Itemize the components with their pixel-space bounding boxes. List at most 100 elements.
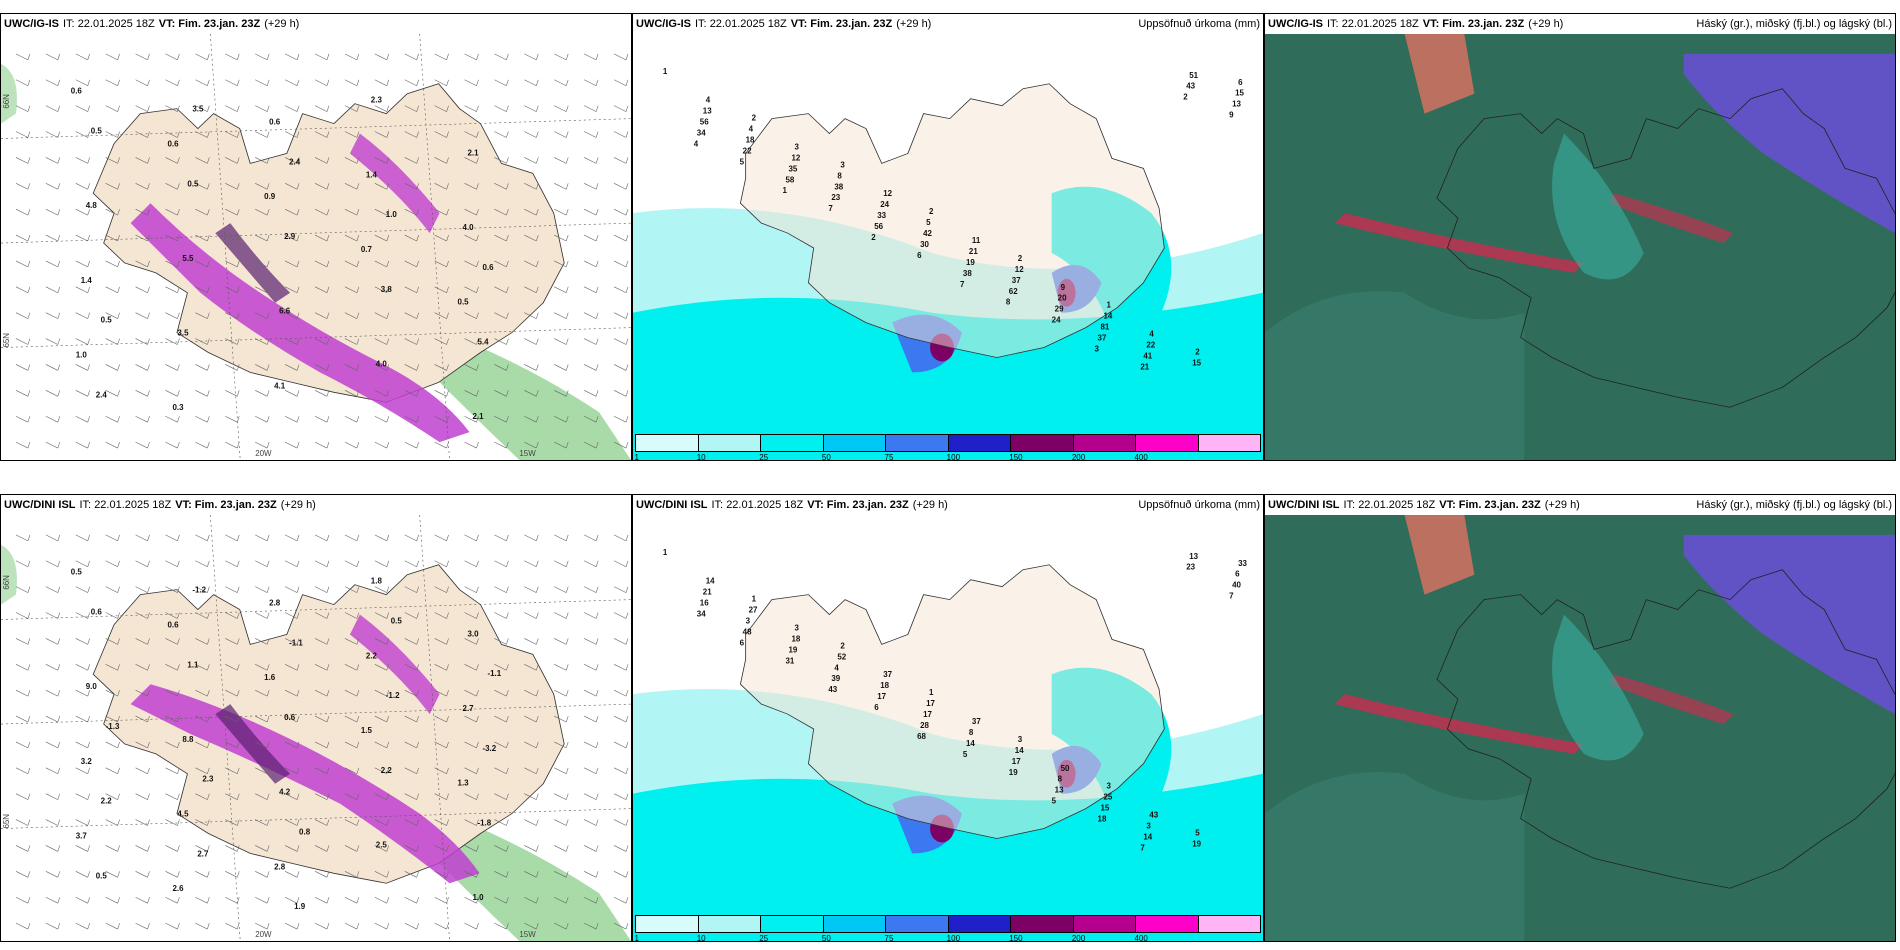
value-label: 0.5 — [391, 616, 403, 625]
precip-label: 29 — [1055, 305, 1064, 314]
value-label: -3.2 — [482, 744, 496, 753]
colorbar-segment — [823, 916, 886, 932]
precip-label: 2 — [840, 641, 845, 650]
precip-label: 28 — [920, 721, 929, 730]
precip-label: 34 — [697, 610, 706, 619]
panel-header: UWC/IG-IS IT: 22.01.2025 18Z VT: Fim. 23… — [633, 14, 1263, 34]
precip-label: 21 — [1140, 362, 1149, 371]
precip-label: 3 — [1146, 822, 1151, 831]
colorbar-segment — [823, 435, 886, 451]
map-area[interactable]: 1 2 3 2 2 1 2 4 3 12 11 9 4 6 4 8 5 12 14 15 13 12 24 21 20 22 15 1… — [633, 34, 1263, 460]
colorbar-tick: 1 — [634, 453, 640, 461]
precip-label: 3 — [794, 623, 799, 632]
precip-label: 43 — [828, 685, 837, 694]
colorbar-tick: 50 — [821, 453, 831, 461]
precip-label: 27 — [749, 606, 758, 615]
model-name: UWC/IG-IS — [636, 18, 691, 30]
precip-label: 6 — [740, 638, 745, 647]
map-svg — [1265, 34, 1895, 460]
precip-label: 3 — [840, 160, 845, 169]
colorbar-tick: 200 — [1071, 934, 1086, 942]
panel-header: UWC/DINI ISL IT: 22.01.2025 18Z VT: Fim.… — [1, 495, 631, 515]
map-area[interactable]: 0.6 0.6 0.9 0.7 0.5 1.0 0.3 0.6 1.4 4.0 1.4 3.5 4.1 2… — [1, 34, 631, 460]
value-label: 1.0 — [386, 210, 398, 219]
precip-label: 4 — [749, 125, 754, 134]
precip-label: 18 — [1098, 815, 1107, 824]
precip-label: 24 — [880, 200, 889, 209]
model-name: UWC/IG-IS — [4, 18, 59, 30]
precip-label: 33 — [1238, 559, 1247, 568]
value-label: 1.4 — [366, 170, 378, 179]
map-area[interactable] — [1265, 515, 1895, 941]
value-label: 0.5 — [187, 179, 199, 188]
precip-label: 19 — [789, 645, 798, 654]
value-label: 5.5 — [182, 254, 194, 263]
value-label: 4.0 — [463, 223, 475, 232]
precip-label: 1 — [783, 186, 788, 195]
colorbar-ticks: 1 10 25 50 75 100 150 200 400 — [634, 453, 1261, 461]
precip-label: 2 — [1195, 348, 1200, 357]
precip-label: 13 — [1232, 100, 1241, 109]
value-label: 4.2 — [279, 788, 291, 797]
value-label: 0.7 — [361, 245, 373, 254]
model-name: UWC/DINI ISL — [4, 499, 76, 511]
precip-label: 14 — [1015, 746, 1024, 755]
value-label: 1.6 — [264, 673, 276, 682]
lead-time: (+29 h) — [912, 499, 948, 511]
lat-label: 66N — [2, 94, 11, 109]
map-area[interactable] — [1265, 34, 1895, 460]
iceland-land — [739, 83, 1165, 358]
valid-time-label: VT: — [175, 499, 192, 511]
colorbar-segment — [1011, 916, 1074, 932]
init-time: IT: 22.01.2025 18Z — [63, 18, 155, 30]
colorbar-segment — [698, 435, 761, 451]
iceland-land — [739, 564, 1165, 839]
iceland-outline — [1436, 569, 1895, 889]
value-label: 2.1 — [468, 148, 480, 157]
colorbar-segment — [1073, 916, 1136, 932]
value-label: 0.5 — [91, 127, 103, 136]
precip-label: 15 — [1235, 89, 1244, 98]
colorbar-segment — [1198, 916, 1260, 932]
colorbar-segment — [1136, 916, 1199, 932]
precip-label: 13 — [1055, 786, 1064, 795]
value-label: -1.8 — [477, 819, 491, 828]
precip-label: 42 — [923, 229, 932, 238]
map-area[interactable]: 0.5 0.6 1.6 1.5 1.3 3.7 2.6 2.8 2.2 2.7 3.2 4.5 2.8 1… — [1, 515, 631, 941]
valid-time: Fim. 23.jan. 23Z — [1458, 499, 1541, 511]
map-area[interactable]: 1 1 2 1 3 3 5 14 3 37 37 50 43 33 27 52 17 14 25 19 21 18 18 8 8… — [633, 515, 1263, 941]
precip-label: 33 — [877, 211, 886, 220]
precip-label: 4 — [706, 96, 711, 105]
precip-colorbar — [635, 434, 1261, 452]
lat-label: 66N — [2, 575, 11, 590]
precip-label: 7 — [1229, 592, 1234, 601]
iceland-outline — [1436, 88, 1895, 408]
value-label: 1.0 — [76, 350, 88, 359]
precip-label: 3 — [794, 142, 799, 151]
precip-label: 1 — [929, 688, 934, 697]
colorbar-tick: 200 — [1071, 453, 1086, 461]
value-label: 2.1 — [473, 412, 485, 421]
colorbar-tick: 10 — [696, 453, 706, 461]
precip-label: 2 — [929, 207, 934, 216]
init-time: IT: 22.01.2025 18Z — [1343, 499, 1436, 511]
precip-label: 17 — [877, 692, 886, 701]
precip-label: 22 — [1146, 341, 1155, 350]
init-time: IT: 22.01.2025 18Z — [1327, 18, 1419, 30]
precip-label: 21 — [969, 247, 978, 256]
precip-label: 14 — [706, 577, 715, 586]
value-label: 2.8 — [274, 862, 286, 871]
value-label: -1.1 — [289, 638, 303, 647]
panel-title: Uppsöfnuð úrkoma (mm) — [1138, 499, 1260, 511]
precip-label: 34 — [697, 129, 706, 138]
precip-label: 39 — [831, 674, 840, 683]
lon-label: 20W — [255, 930, 272, 939]
precip-label: 18 — [746, 135, 755, 144]
valid-time: Fim. 23.jan. 23Z — [810, 18, 893, 30]
value-label: 5.4 — [477, 338, 489, 347]
value-label: 2.3 — [202, 775, 214, 784]
precip-label: 58 — [786, 175, 795, 184]
precip-label: 81 — [1101, 323, 1110, 332]
init-time: IT: 22.01.2025 18Z — [711, 499, 804, 511]
precip-label: 37 — [883, 670, 892, 679]
